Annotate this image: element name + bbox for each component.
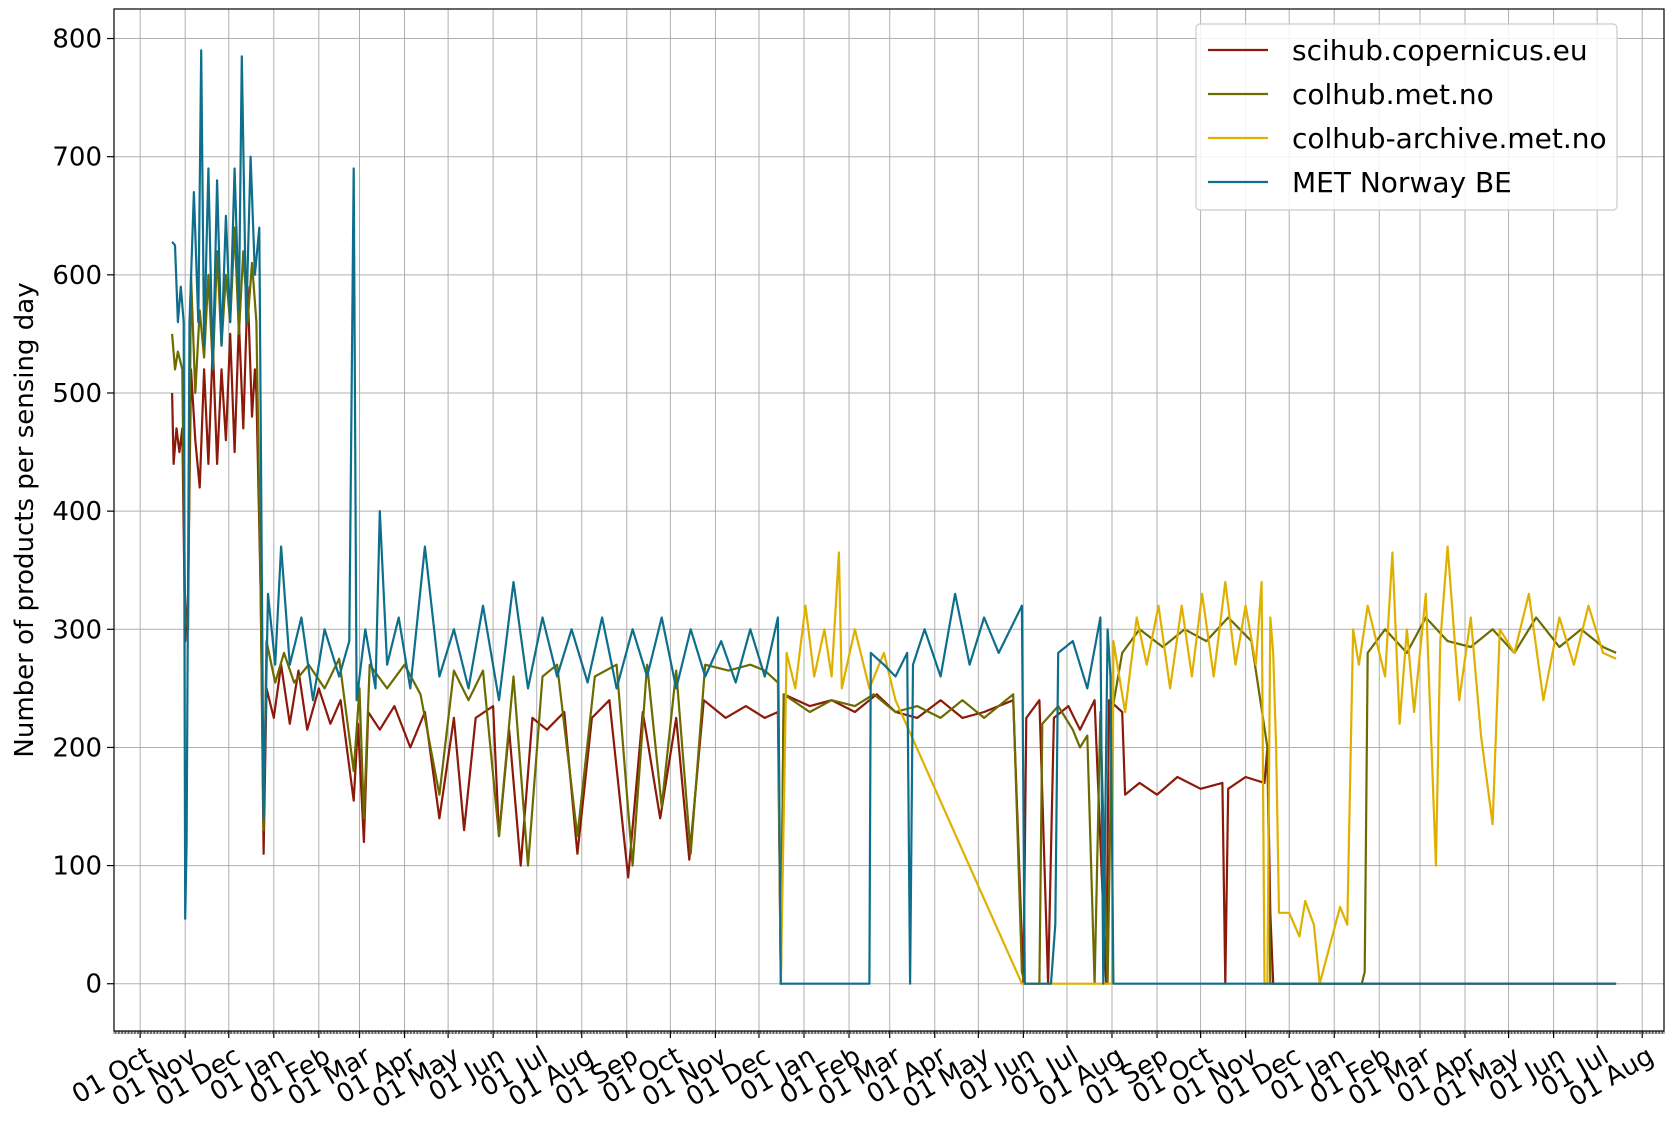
legend-items: scihub.copernicus.eu colhub.met.no colhub-…	[1208, 34, 1607, 199]
y-axis-label: Number of products per sensing day	[10, 282, 40, 757]
series-line-colhub-met-no	[171, 226, 1617, 985]
y-ticks: 0 100 200 300 400 500 600 700 800	[52, 25, 114, 1000]
legend-label: MET Norway BE	[1292, 166, 1512, 199]
y-tick-label: 300	[52, 615, 102, 645]
y-tick-label: 400	[52, 497, 102, 527]
series-lines	[171, 49, 1617, 985]
gridlines	[114, 9, 1664, 1031]
y-tick-label: 200	[52, 733, 102, 763]
series-line-scihub-copernicus-eu	[171, 285, 1617, 985]
legend-label: colhub-archive.met.no	[1292, 122, 1607, 155]
y-tick-label: 700	[52, 143, 102, 173]
legend-label: colhub.met.no	[1292, 78, 1494, 111]
y-tick-label: 800	[52, 25, 102, 55]
series-line-met-norway-be	[171, 49, 1617, 985]
legend-box	[1195, 23, 1618, 211]
y-tick-label: 600	[52, 261, 102, 291]
legend: scihub.copernicus.eu colhub.met.no colhub-…	[1195, 23, 1618, 211]
series-line-colhub-archive-met-no	[776, 545, 1617, 985]
legend-label: scihub.copernicus.eu	[1292, 34, 1588, 67]
plot-frame	[113, 8, 1665, 1032]
y-tick-label: 0	[85, 970, 102, 1000]
y-tick-label: 100	[52, 852, 102, 882]
y-tick-label: 500	[52, 379, 102, 409]
